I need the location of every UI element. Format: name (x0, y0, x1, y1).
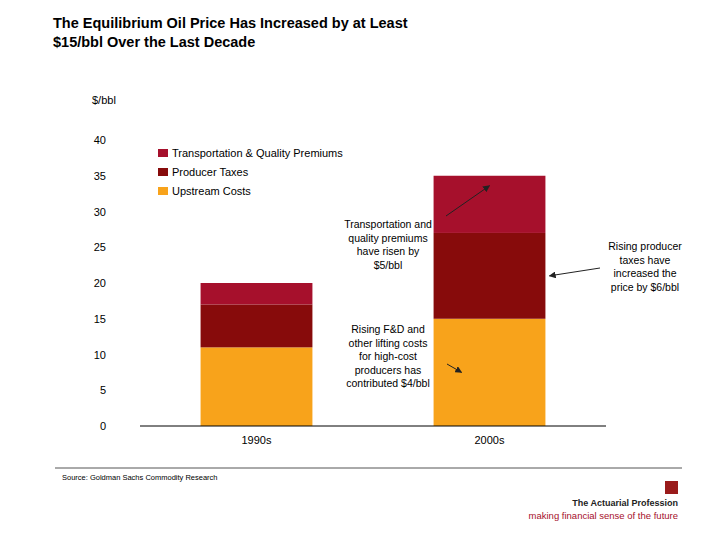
annotation: Rising producer taxes haveincreased the pr… (608, 240, 682, 293)
logo-square (665, 481, 678, 494)
bar-segment (201, 304, 313, 347)
bar-segment (434, 176, 546, 233)
bar-segment (434, 233, 546, 319)
annotation: Rising F&D and other lifting costsfor hig… (346, 323, 429, 389)
legend-swatch (158, 149, 168, 157)
annotation-line: price by $6/bbl (611, 281, 679, 293)
bar-segment (434, 319, 546, 426)
x-axis-line (140, 426, 606, 427)
y-axis-label: $/bbl (92, 94, 116, 106)
footer-org: The Actuarial Profession (572, 498, 678, 508)
x-tick-label: 1990s (242, 434, 272, 446)
x-tick-label: 2000s (475, 434, 505, 446)
annotation-arrow (447, 364, 462, 372)
annotation-line: contributed $4/bbl (346, 377, 429, 389)
y-tick-label: 5 (100, 384, 106, 396)
y-tick-label: 25 (94, 241, 106, 253)
y-tick-label: 0 (100, 420, 106, 432)
legend-swatch (158, 168, 168, 176)
y-tick-label: 10 (94, 349, 106, 361)
y-tick-label: 35 (94, 170, 106, 182)
annotation: Transportation and quality premiumshave r… (344, 218, 432, 271)
chart: The Equilibrium Oil Price Has Increased … (0, 0, 720, 540)
annotation-line: taxes have (620, 254, 671, 266)
bars (201, 176, 546, 426)
annotation-arrow (446, 186, 490, 216)
annotation-line: other lifting costs (349, 337, 428, 349)
bar-segment (201, 347, 313, 426)
annotation-line: quality premiums (348, 232, 427, 244)
annotation-arrow (549, 268, 600, 276)
footer-rule (55, 468, 682, 469)
y-tick-label: 30 (94, 206, 106, 218)
annotation-line: producers has (355, 364, 422, 376)
footer-tagline: making financial sense of the future (529, 510, 678, 521)
legend-label: Upstream Costs (172, 185, 251, 197)
title-line: $15/bbl Over the Last Decade (53, 34, 255, 50)
title-line: The Equilibrium Oil Price Has Increased … (53, 15, 408, 31)
annotation-line: increased the (613, 267, 676, 279)
y-tick-label: 15 (94, 313, 106, 325)
legend-label: Transportation & Quality Premiums (172, 147, 343, 159)
legend-swatch (158, 187, 168, 195)
bar-segment (201, 283, 313, 304)
annotation-line: Rising F&D and (351, 323, 425, 335)
annotation-line: have risen by (357, 245, 420, 257)
y-tick-label: 40 (94, 134, 106, 146)
y-tick-label: 20 (94, 277, 106, 289)
y-axis-line (140, 140, 141, 426)
annotation-line: for high-cost (359, 350, 417, 362)
source: Source: Goldman Sachs Commodity Research (62, 473, 217, 482)
annotation-line: Transportation and (344, 218, 432, 230)
annotation-line: $5/bbl (374, 259, 403, 271)
legend-label: Producer Taxes (172, 166, 249, 178)
title: The Equilibrium Oil Price Has Increased … (53, 15, 408, 50)
annotation-line: Rising producer (608, 240, 682, 252)
